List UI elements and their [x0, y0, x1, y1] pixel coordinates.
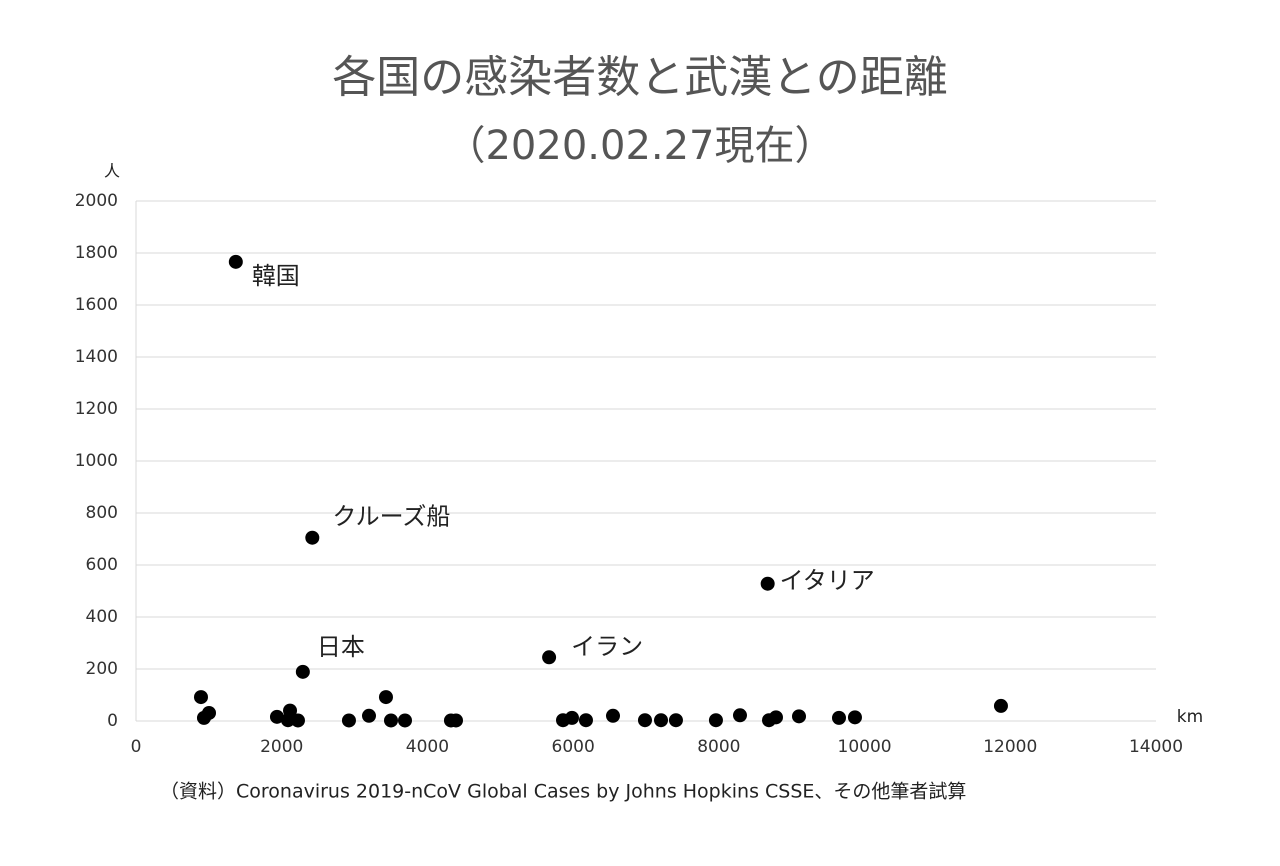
y-tick-label: 200	[86, 659, 118, 679]
x-tick-label: 6000	[552, 737, 595, 757]
scatter-point	[605, 708, 620, 723]
x-axis-label: km	[1177, 707, 1203, 727]
scatter-point	[448, 713, 463, 728]
scatter-point	[831, 710, 846, 725]
scatter-point	[654, 713, 669, 728]
scatter-point	[993, 698, 1008, 713]
scatter-point	[637, 713, 652, 728]
scatter-point	[708, 713, 723, 728]
x-tick-label: 14000	[1129, 737, 1183, 757]
x-tick-label: 2000	[260, 737, 303, 757]
scatter-point	[768, 710, 783, 725]
y-tick-label: 800	[86, 503, 118, 523]
x-tick-label: 8000	[697, 737, 740, 757]
scatter-point	[384, 713, 398, 728]
scatter-point	[202, 705, 217, 720]
scatter-point	[668, 713, 683, 728]
scatter-point	[542, 650, 557, 665]
chart-title: 各国の感染者数と武漢との距離	[332, 52, 948, 103]
scatter-point	[280, 713, 295, 728]
scatter-point	[295, 664, 310, 679]
point-label: 日本	[317, 633, 365, 661]
y-tick-label: 2000	[75, 191, 118, 211]
y-tick-label: 1800	[75, 243, 118, 263]
y-tick-label: 600	[86, 555, 118, 575]
x-tick-label: 4000	[406, 737, 449, 757]
point-label: 韓国	[252, 262, 300, 290]
x-tick-label: 12000	[983, 737, 1037, 757]
scatter-point	[792, 709, 806, 724]
point-label: クルーズ船	[332, 503, 450, 531]
scatter-point	[578, 713, 593, 728]
chart-subtitle: （2020.02.27現在）	[445, 123, 834, 169]
scatter-point	[228, 254, 243, 269]
scatter-point	[760, 576, 775, 591]
scatter-point	[305, 530, 320, 545]
point-label: イラン	[571, 632, 643, 660]
x-tick-label: 0	[131, 737, 142, 757]
scatter-point	[193, 690, 208, 705]
y-tick-label: 0	[107, 711, 118, 731]
y-axis-label: 人	[104, 162, 120, 181]
y-tick-label: 1000	[75, 451, 118, 471]
source-note: （資料）Coronavirus 2019-nCoV Global Cases b…	[160, 781, 966, 803]
scatter-point	[361, 708, 376, 723]
scatter-point	[564, 710, 579, 725]
scatter-point	[290, 713, 305, 728]
y-tick-label: 1200	[75, 399, 118, 419]
y-tick-label: 1400	[75, 347, 118, 367]
y-tick-label: 1600	[75, 295, 118, 315]
scatter-point	[269, 709, 284, 724]
x-tick-label: 10000	[838, 737, 892, 757]
scatter-point	[732, 708, 747, 723]
scatter-point	[397, 713, 412, 728]
scatter-point	[847, 710, 862, 725]
y-tick-label: 400	[86, 607, 118, 627]
scatter-point	[378, 690, 393, 705]
scatter-point	[341, 713, 356, 728]
point-label: イタリア	[780, 567, 875, 595]
